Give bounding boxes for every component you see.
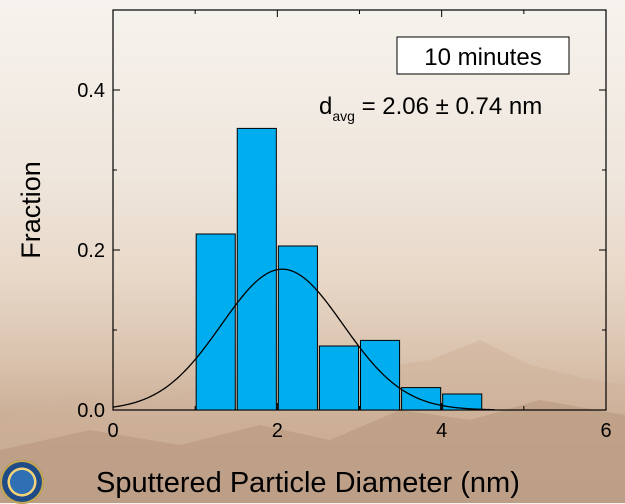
x-axis-title: Sputtered Particle Diameter (nm) (96, 467, 520, 499)
histogram-bar (277, 245, 318, 411)
histogram-bar (401, 387, 442, 411)
x-tick-label: 6 (600, 420, 611, 442)
davg-annotation: davg = 2.06 ± 0.74 nm (319, 93, 542, 124)
histogram-bar (360, 339, 401, 411)
y-axis-title: Fraction (16, 161, 46, 259)
gaussian-fit-curve (112, 268, 495, 411)
department-of-energy-seal-icon (0, 460, 44, 504)
histogram-bar (442, 393, 483, 411)
histogram-bar (236, 127, 277, 411)
annotation-box-label: 10 minutes (424, 44, 541, 71)
annotation-box (396, 36, 570, 75)
x-tick-label: 4 (436, 420, 447, 442)
histogram-bar (318, 345, 359, 411)
y-tick-label: 0.0 (77, 400, 105, 422)
x-tick-label: 0 (107, 420, 118, 442)
y-tick-label: 0.2 (77, 240, 105, 262)
histogram-bar (195, 233, 236, 411)
y-tick-label: 0.4 (77, 80, 105, 102)
x-tick-label: 2 (272, 420, 283, 442)
